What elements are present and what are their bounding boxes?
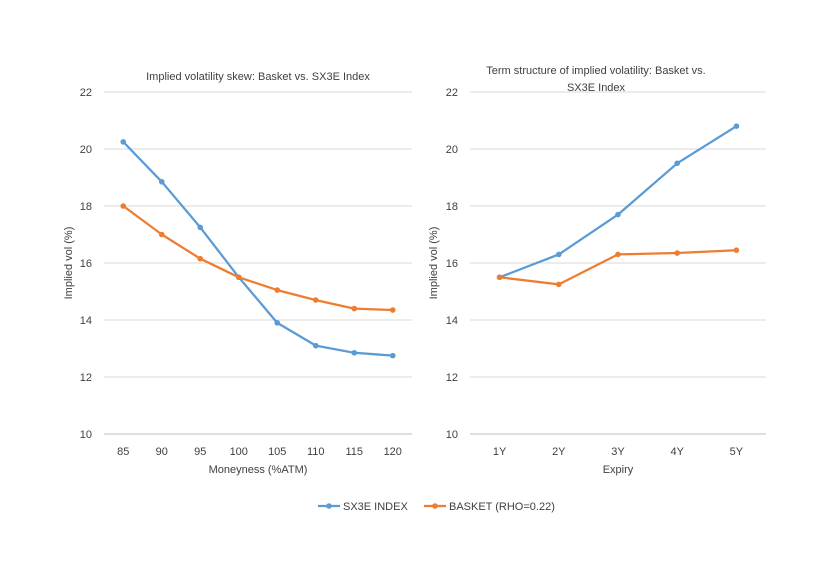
x-tick-label: 120 bbox=[384, 446, 402, 458]
data-point bbox=[496, 274, 503, 281]
series-basket bbox=[496, 247, 740, 288]
x-tick-label: 115 bbox=[345, 446, 363, 458]
y-tick-label: 10 bbox=[446, 429, 458, 441]
x-tick-label: 1Y bbox=[493, 446, 507, 458]
data-point bbox=[733, 123, 740, 129]
x-tick-label: 110 bbox=[307, 446, 325, 458]
y-tick-label: 12 bbox=[80, 372, 92, 384]
x-tick-label: 95 bbox=[194, 446, 206, 458]
y-tick-label: 14 bbox=[80, 315, 92, 327]
data-point bbox=[615, 251, 621, 258]
x-axis-label: Expiry bbox=[603, 464, 634, 476]
y-tick-label: 14 bbox=[446, 315, 458, 327]
term-structure-chart: Term structure of implied volatility: Ba… bbox=[428, 65, 766, 476]
legend-item: BASKET (RHO=0.22) bbox=[424, 501, 555, 513]
x-axis-label: Moneyness (%ATM) bbox=[209, 464, 308, 476]
data-point bbox=[120, 203, 127, 209]
y-tick-label: 10 bbox=[80, 429, 92, 441]
series-sx3e-index bbox=[120, 139, 396, 359]
data-point bbox=[312, 297, 319, 303]
x-tick-label: 90 bbox=[156, 446, 168, 458]
legend-swatch-marker bbox=[326, 503, 332, 509]
series-line bbox=[122, 204, 394, 312]
data-point bbox=[389, 307, 396, 313]
y-tick-label: 16 bbox=[446, 258, 458, 270]
y-tick-label: 16 bbox=[80, 258, 92, 270]
chart-title: Term structure of implied volatility: Ba… bbox=[486, 65, 705, 94]
x-tick-label: 85 bbox=[117, 446, 129, 458]
series-line bbox=[122, 140, 394, 357]
data-point bbox=[120, 139, 127, 145]
legend-swatch-marker bbox=[432, 503, 438, 509]
gridlines bbox=[470, 91, 766, 435]
y-tick-label: 22 bbox=[446, 87, 458, 99]
data-point bbox=[158, 231, 165, 238]
x-tick-label: 5Y bbox=[730, 446, 744, 458]
y-tick-label: 22 bbox=[80, 87, 92, 99]
legend: SX3E INDEX BASKET (RHO=0.22) bbox=[318, 501, 555, 513]
x-tick-label: 100 bbox=[230, 446, 248, 458]
data-point bbox=[197, 255, 204, 262]
data-point bbox=[674, 160, 680, 167]
data-point bbox=[197, 224, 204, 231]
series-basket bbox=[120, 203, 396, 313]
legend-label: SX3E INDEX bbox=[343, 501, 408, 513]
x-tick-label: 4Y bbox=[670, 446, 684, 458]
data-point bbox=[158, 178, 165, 185]
y-tick-label: 18 bbox=[446, 201, 458, 213]
y-axis-label: Implied vol (%) bbox=[428, 227, 440, 300]
data-point bbox=[351, 349, 358, 356]
x-tick-label: 3Y bbox=[611, 446, 625, 458]
y-axis-label: Implied vol (%) bbox=[63, 227, 75, 300]
legend-item: SX3E INDEX bbox=[318, 501, 408, 513]
y-tick-label: 18 bbox=[80, 201, 92, 213]
y-tick-label: 12 bbox=[446, 372, 458, 384]
data-point bbox=[733, 247, 740, 253]
data-point bbox=[235, 274, 242, 281]
data-point bbox=[674, 250, 680, 256]
data-point bbox=[312, 342, 319, 349]
y-tick-label: 20 bbox=[80, 144, 92, 156]
x-tick-label: 105 bbox=[268, 446, 286, 458]
data-point bbox=[351, 305, 358, 312]
gridlines bbox=[104, 91, 412, 435]
data-point bbox=[556, 251, 562, 258]
data-point bbox=[274, 320, 281, 326]
chart-title: Implied volatility skew: Basket vs. SX3E… bbox=[146, 71, 370, 83]
data-point bbox=[274, 287, 281, 293]
skew-chart: Implied volatility skew: Basket vs. SX3E… bbox=[63, 71, 412, 476]
legend-label: BASKET (RHO=0.22) bbox=[449, 501, 555, 513]
x-tick-label: 2Y bbox=[552, 446, 566, 458]
data-point bbox=[556, 281, 562, 288]
data-point bbox=[389, 352, 396, 359]
y-tick-label: 20 bbox=[446, 144, 458, 156]
data-point bbox=[615, 211, 621, 218]
